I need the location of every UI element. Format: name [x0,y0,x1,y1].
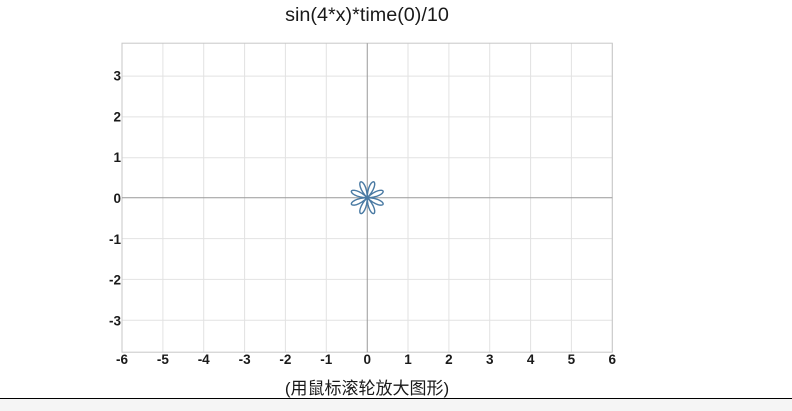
svg-text:-5: -5 [157,352,169,367]
svg-text:1: 1 [404,352,412,367]
svg-text:-2: -2 [109,273,121,288]
svg-text:0: 0 [363,352,371,367]
svg-text:-3: -3 [109,314,121,329]
svg-text:-3: -3 [239,352,251,367]
svg-text:0: 0 [113,191,121,206]
svg-text:4: 4 [527,352,535,367]
svg-text:-2: -2 [279,352,291,367]
svg-text:5: 5 [568,352,576,367]
svg-text:-1: -1 [320,352,332,367]
svg-text:2: 2 [445,352,453,367]
svg-text:1: 1 [113,150,121,165]
svg-text:3: 3 [486,352,494,367]
svg-text:-1: -1 [109,232,121,247]
svg-text:-4: -4 [198,352,210,367]
svg-text:3: 3 [113,69,121,84]
svg-text:2: 2 [113,109,121,124]
svg-text:6: 6 [609,352,617,367]
svg-text:-6: -6 [116,352,128,367]
